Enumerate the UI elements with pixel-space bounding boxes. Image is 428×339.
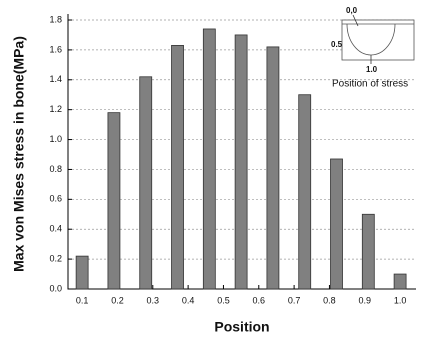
bar <box>266 46 280 290</box>
y-tick-label: 0.0 <box>49 283 62 293</box>
x-tick-label: 0.8 <box>323 295 336 305</box>
inset-arrow <box>352 14 359 27</box>
y-axis-label: Max von Mises stress in bone(MPa) <box>11 36 27 272</box>
y-tick-label: 0.4 <box>49 224 62 234</box>
bar <box>393 273 407 290</box>
bar <box>107 112 121 290</box>
bar <box>234 34 248 290</box>
y-tick-label: 0.2 <box>49 253 62 263</box>
bar <box>75 255 89 290</box>
y-tick-label: 1.6 <box>49 44 62 54</box>
y-tick-label: 1.4 <box>49 74 62 84</box>
x-tick-label: 0.3 <box>147 295 160 305</box>
x-tick-label: 0.2 <box>111 295 124 305</box>
y-tick-label: 1.2 <box>49 104 62 114</box>
bar <box>202 28 216 290</box>
bar <box>361 213 375 290</box>
x-tick-label: 0.4 <box>182 295 195 305</box>
y-tick-label: 0.8 <box>49 164 62 174</box>
inset-label: 0,0 <box>346 6 358 15</box>
x-tick-label: 0.6 <box>253 295 266 305</box>
inset-label: 0.5 <box>331 40 343 49</box>
inset: 0,0 0.5 1.0 Position of stress <box>331 6 415 90</box>
x-tick-label: 0.7 <box>288 295 301 305</box>
bar <box>298 94 312 290</box>
x-tick-label: 0.9 <box>359 295 372 305</box>
y-tick-label: 0.6 <box>49 194 62 204</box>
x-tick-label: 0.5 <box>217 295 230 305</box>
inset-hole <box>346 23 396 56</box>
inset-caption: Position of stress <box>332 79 408 90</box>
x-tick-label: 0.1 <box>76 295 89 305</box>
bar <box>139 76 153 290</box>
inset-label: 1.0 <box>366 65 378 74</box>
bar <box>330 158 343 290</box>
y-tick-label: 1.8 <box>49 14 62 24</box>
y-tick-label: 1.0 <box>49 134 62 144</box>
x-axis-label: Position <box>214 319 269 335</box>
x-tick-label: 1.0 <box>394 295 407 305</box>
bar <box>171 45 184 290</box>
